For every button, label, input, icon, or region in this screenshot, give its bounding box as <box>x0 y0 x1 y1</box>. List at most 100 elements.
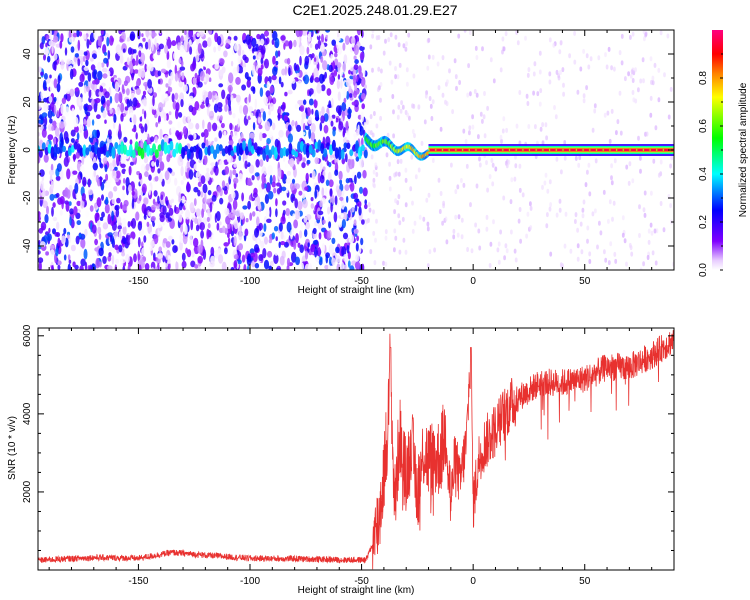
noise-blob <box>651 75 655 81</box>
noise-blob <box>254 227 259 238</box>
noise-blob <box>206 167 210 173</box>
noise-blob <box>305 221 311 230</box>
noise-blob <box>67 263 71 270</box>
band-blob <box>314 141 319 150</box>
noise-blob <box>316 84 322 94</box>
noise-blob <box>188 196 193 202</box>
noise-blob <box>344 35 350 45</box>
noise-blob <box>594 158 598 164</box>
noise-blob <box>562 82 565 88</box>
noise-blob <box>454 214 458 220</box>
noise-blob <box>427 192 431 198</box>
noise-blob <box>527 124 531 129</box>
noise-blob <box>603 249 606 255</box>
noise-blob <box>147 87 153 94</box>
noise-blob <box>218 83 224 88</box>
noise-blob <box>62 177 68 188</box>
noise-blob <box>111 198 116 205</box>
noise-blob <box>140 67 146 79</box>
noise-blob <box>475 183 479 189</box>
noise-blob <box>219 115 223 121</box>
noise-blob <box>178 112 183 118</box>
noise-blob <box>346 195 349 203</box>
noise-blob <box>162 238 168 244</box>
noise-blob <box>223 130 227 138</box>
band-blob <box>323 148 328 158</box>
noise-blob <box>193 237 199 248</box>
noise-blob <box>328 64 333 73</box>
noise-blob <box>303 99 307 105</box>
noise-blob <box>131 128 137 132</box>
noise-blob <box>354 204 358 212</box>
noise-blob <box>404 167 408 173</box>
noise-blob <box>151 42 154 52</box>
noise-blob <box>162 255 166 263</box>
noise-blob <box>207 208 210 217</box>
noise-blob <box>273 253 279 265</box>
noise-blob <box>227 232 230 239</box>
noise-blob <box>151 267 154 270</box>
noise-blob <box>363 30 367 40</box>
noise-blob <box>642 78 645 84</box>
noise-blob <box>659 159 663 165</box>
noise-blob <box>344 87 347 98</box>
noise-blob <box>409 186 413 192</box>
noise-blob <box>275 198 278 207</box>
noise-blob <box>254 98 257 109</box>
noise-blob <box>269 174 273 185</box>
noise-blob <box>212 122 218 132</box>
noise-blob <box>574 212 578 218</box>
noise-blob <box>52 202 56 208</box>
noise-blob <box>653 62 657 68</box>
noise-blob <box>444 216 448 222</box>
noise-blob <box>356 30 362 36</box>
noise-blob <box>212 90 216 96</box>
noise-blob <box>202 119 205 130</box>
noise-blob <box>457 33 461 39</box>
noise-blob <box>72 32 78 38</box>
noise-blob <box>138 194 142 202</box>
noise-blob <box>272 66 278 76</box>
noise-blob <box>654 260 658 266</box>
noise-blob <box>98 233 102 240</box>
noise-blob <box>207 37 212 48</box>
noise-blob <box>354 174 357 185</box>
noise-blob <box>201 132 205 138</box>
noise-blob <box>354 261 361 270</box>
noise-blob <box>277 112 281 121</box>
noise-blob <box>513 176 517 182</box>
noise-blob <box>75 151 81 159</box>
noise-blob <box>63 227 67 235</box>
noise-blob <box>591 127 595 133</box>
noise-blob <box>257 239 260 245</box>
noise-blob <box>93 102 98 113</box>
noise-blob <box>452 234 456 240</box>
noise-blob <box>262 111 266 122</box>
y-tick-label: 4000 <box>22 402 33 425</box>
noise-blob <box>251 175 255 181</box>
noise-blob <box>192 46 196 52</box>
noise-blob <box>188 169 194 180</box>
noise-blob <box>72 261 76 268</box>
noise-blob <box>452 228 456 234</box>
noise-blob <box>183 224 188 235</box>
noise-blob <box>612 200 616 206</box>
noise-blob <box>314 116 320 121</box>
line-speckle <box>462 149 464 151</box>
noise-blob <box>61 235 66 245</box>
noise-blob <box>53 53 58 60</box>
noise-blob <box>141 108 145 115</box>
noise-blob <box>143 197 149 205</box>
noise-blob <box>261 182 265 190</box>
noise-blob <box>621 215 625 221</box>
noise-blob <box>182 126 188 136</box>
noise-blob <box>224 104 228 112</box>
noise-blob <box>428 249 432 255</box>
line-speckle <box>602 149 604 151</box>
noise-blob <box>555 212 559 218</box>
noise-blob <box>139 229 145 236</box>
noise-blob <box>582 48 585 54</box>
noise-blob <box>618 90 622 96</box>
noise-blob <box>581 213 585 219</box>
noise-blob <box>92 80 97 85</box>
